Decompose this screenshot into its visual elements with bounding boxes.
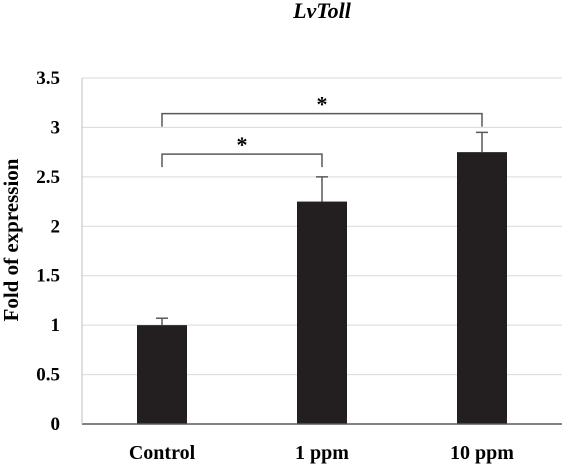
bars <box>137 152 507 424</box>
error-bars <box>156 131 488 326</box>
significance-brackets: ** <box>161 92 483 168</box>
y-tick-label: 3.5 <box>36 68 60 89</box>
x-category-label: 1 ppm <box>295 442 349 464</box>
bar <box>297 201 347 424</box>
y-tick-label: 0 <box>51 414 61 435</box>
significance-bracket <box>161 153 323 168</box>
y-axis-label: Fold of expression <box>0 158 23 321</box>
y-tick-label: 3 <box>51 117 61 138</box>
y-tick-label: 1 <box>51 315 61 336</box>
x-category-label: Control <box>129 442 196 464</box>
significance-star: * <box>317 92 328 117</box>
y-tick-label: 2.5 <box>36 167 60 188</box>
x-category-labels: Control 1 ppm 10 ppm <box>129 442 514 464</box>
significance-star: * <box>237 132 248 157</box>
significance-bracket <box>161 112 483 127</box>
x-category-label: 10 ppm <box>450 442 514 464</box>
y-tick-label: 1.5 <box>36 266 60 287</box>
y-tick-label: 2 <box>51 216 61 237</box>
y-tick-label: 0.5 <box>36 365 60 386</box>
bar <box>137 325 187 424</box>
y-tick-labels: 0 0.5 1 1.5 2 2.5 3 3.5 <box>36 68 60 435</box>
bar <box>457 152 507 424</box>
chart-title: LvToll <box>292 0 352 23</box>
